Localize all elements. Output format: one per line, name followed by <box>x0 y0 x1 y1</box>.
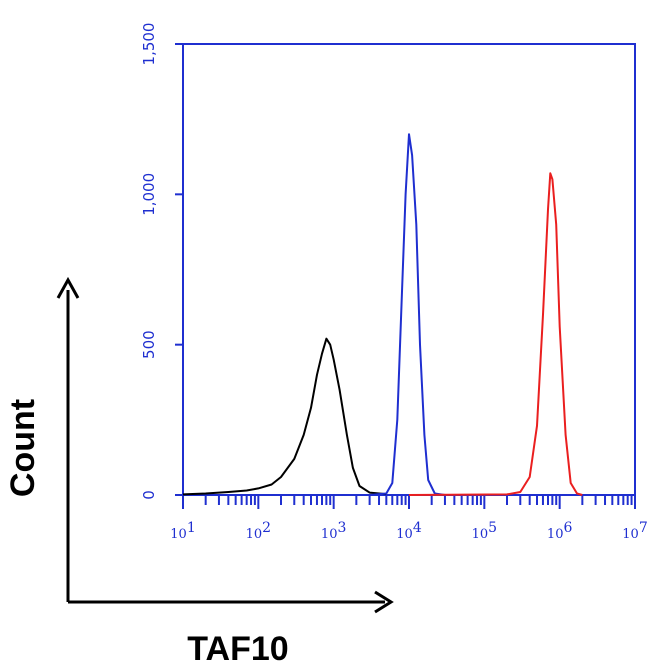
y-axis-arrow-head <box>56 276 80 299</box>
x-tick-label: 106 <box>547 520 573 542</box>
x-tick-label: 105 <box>472 520 497 542</box>
y-axis-title: Count <box>4 399 42 497</box>
series-lines <box>182 133 583 496</box>
y-axis: 0 500 1,000 1,500 <box>140 23 183 500</box>
x-axis: 101 102 103 104 105 106 107 <box>170 495 648 542</box>
x-tick-label: 102 <box>246 520 271 542</box>
x-axis-arrow-head <box>374 590 394 614</box>
y-tick-label: 1,000 <box>140 173 158 216</box>
y-tick-label: 500 <box>140 330 158 359</box>
red-histogram-line <box>408 172 583 496</box>
x-tick-label: 107 <box>622 520 647 542</box>
blue-histogram-line <box>369 133 446 496</box>
plot-frame <box>182 43 636 496</box>
y-tick-label: 0 <box>140 490 158 500</box>
x-tick-label: 103 <box>321 520 346 542</box>
x-tick-label: 104 <box>396 520 422 542</box>
x-tick-label: 101 <box>170 520 195 542</box>
x-axis-title: TAF10 <box>187 630 288 668</box>
x-minor-ticks <box>204 495 633 505</box>
y-tick-label: 1,500 <box>140 23 158 66</box>
black-histogram-line <box>182 337 387 496</box>
